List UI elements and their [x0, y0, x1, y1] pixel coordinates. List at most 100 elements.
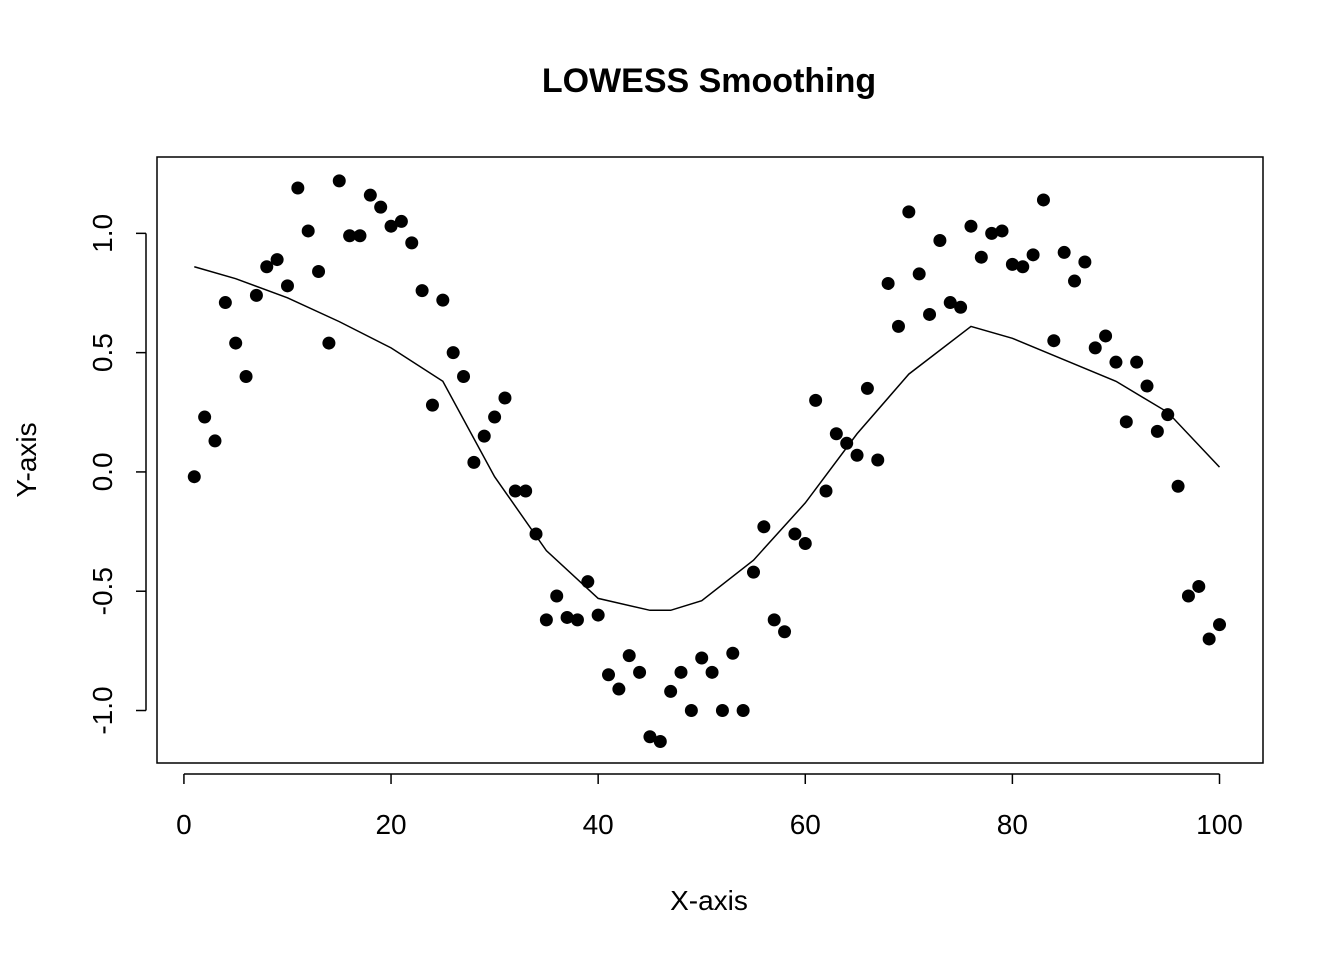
data-point — [229, 336, 243, 350]
y-tick-label: -1.0 — [87, 686, 118, 734]
y-tick-label: -0.5 — [87, 567, 118, 615]
data-point — [778, 625, 792, 639]
data-point — [208, 434, 222, 448]
data-point — [974, 250, 988, 264]
data-point — [860, 381, 874, 395]
chart-title: LOWESS Smoothing — [542, 62, 876, 100]
data-point — [995, 224, 1009, 238]
data-point — [498, 391, 512, 405]
x-axis-label: X-axis — [670, 885, 748, 916]
data-point — [871, 453, 885, 467]
data-point — [705, 665, 719, 679]
data-point — [477, 429, 491, 443]
data-point — [1036, 193, 1050, 207]
data-point — [1130, 355, 1144, 369]
data-point — [1119, 415, 1133, 429]
data-point — [488, 410, 502, 424]
data-point — [1181, 589, 1195, 603]
data-point — [570, 613, 584, 627]
data-point — [1150, 424, 1164, 438]
data-point — [198, 410, 212, 424]
data-point — [1057, 245, 1071, 259]
x-tick-label: 0 — [176, 809, 192, 840]
data-point — [736, 704, 750, 718]
data-point — [1026, 248, 1040, 262]
data-point — [1047, 334, 1061, 348]
data-point — [1140, 379, 1154, 393]
data-point — [519, 484, 533, 498]
data-point — [363, 188, 377, 202]
y-axis: -1.0 -0.5 0.0 0.5 1.0 — [87, 214, 147, 735]
data-point — [405, 236, 419, 250]
data-point — [218, 296, 232, 310]
data-point — [633, 665, 647, 679]
data-point — [539, 613, 553, 627]
x-tick-label: 100 — [1196, 809, 1243, 840]
x-tick-label: 60 — [790, 809, 821, 840]
data-point — [1005, 257, 1019, 271]
data-point — [1068, 274, 1082, 288]
data-point — [850, 448, 864, 462]
data-point — [674, 665, 688, 679]
x-tick-label: 20 — [375, 809, 406, 840]
y-tick-label: 0.5 — [87, 333, 118, 372]
data-point — [1109, 355, 1123, 369]
data-point — [1202, 632, 1216, 646]
data-point — [912, 267, 926, 281]
data-point — [964, 219, 978, 233]
data-point — [664, 684, 678, 698]
data-point — [819, 484, 833, 498]
data-point — [954, 300, 968, 314]
data-point — [581, 575, 595, 589]
lowess-line — [194, 266, 1221, 612]
data-point — [384, 219, 398, 233]
data-point — [1099, 329, 1113, 343]
data-point — [933, 234, 947, 247]
data-point — [767, 613, 781, 627]
data-point — [943, 296, 957, 310]
data-point — [436, 293, 450, 307]
data-point — [301, 224, 315, 238]
data-point — [187, 470, 201, 484]
data-point — [280, 279, 294, 293]
x-tick-label: 40 — [583, 809, 614, 840]
data-point — [923, 307, 937, 321]
data-point — [643, 730, 657, 744]
data-point — [602, 668, 616, 682]
data-point — [891, 319, 905, 333]
data-point — [809, 393, 823, 407]
data-point — [446, 346, 460, 360]
data-point — [425, 398, 439, 412]
data-point — [560, 610, 574, 624]
data-point — [1192, 579, 1206, 593]
data-point — [508, 484, 522, 498]
data-point — [550, 589, 564, 603]
data-point — [840, 436, 854, 450]
data-point — [415, 284, 429, 298]
scatter-points — [187, 174, 1227, 749]
data-point — [343, 229, 357, 243]
data-point — [249, 288, 263, 302]
data-point — [985, 226, 999, 240]
data-point — [1161, 408, 1175, 422]
data-point — [715, 704, 729, 718]
data-point — [457, 370, 471, 383]
data-point — [881, 276, 895, 290]
data-point — [239, 370, 253, 383]
y-tick-label: 0.0 — [87, 452, 118, 491]
data-point — [798, 537, 812, 550]
data-point — [829, 427, 843, 441]
data-point — [684, 704, 698, 718]
data-point — [788, 527, 802, 541]
data-point — [332, 174, 346, 188]
data-point — [1088, 341, 1102, 355]
data-point — [653, 735, 667, 749]
data-point — [726, 646, 740, 660]
data-point — [260, 260, 274, 274]
data-point — [374, 200, 388, 214]
x-tick-label: 80 — [997, 809, 1028, 840]
data-point — [322, 336, 336, 350]
data-point — [312, 265, 326, 279]
x-axis: 0 20 40 60 80 100 — [176, 773, 1243, 840]
